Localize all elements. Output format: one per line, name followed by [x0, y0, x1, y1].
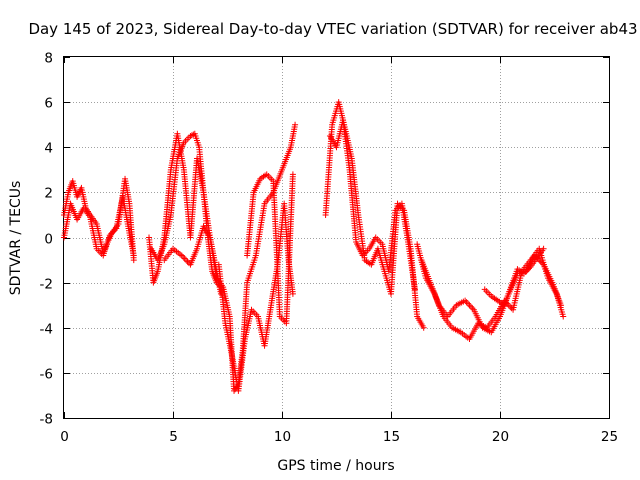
y-tick-label: 6: [44, 96, 53, 112]
data-point: [507, 303, 514, 310]
data-point: [292, 121, 299, 128]
data-point: [130, 252, 137, 259]
series-trace-f: [215, 200, 296, 394]
series-trace-l: [481, 245, 547, 309]
series-trace-b: [61, 193, 137, 259]
x-tick-label: 20: [492, 429, 509, 445]
data-point: [289, 290, 296, 297]
x-tick-label: 0: [60, 429, 69, 445]
x-axis-ticks: 0 5 10 15 20 25: [60, 57, 618, 445]
data-point: [411, 286, 418, 293]
x-tick-label: 10: [274, 429, 291, 445]
data-point: [540, 245, 547, 252]
y-tick-label: -6: [40, 367, 53, 383]
data-points: [61, 99, 567, 394]
y-tick-label: -8: [40, 412, 53, 428]
data-point: [183, 257, 190, 264]
y-axis-ticks: -8 -6 -4 -2 0 2 4 6 8: [40, 51, 609, 428]
data-point: [560, 313, 567, 320]
y-tick-label: 2: [44, 186, 53, 202]
data-point: [289, 171, 296, 178]
x-tick-label: 5: [169, 429, 178, 445]
data-point: [463, 299, 470, 306]
y-tick-label: 8: [44, 51, 53, 67]
series-trace-i: [326, 117, 418, 293]
grid-lines: [64, 57, 609, 418]
series-trace-j: [414, 241, 567, 343]
data-point: [184, 258, 191, 265]
data-point: [558, 302, 565, 309]
y-tick-label: -2: [40, 277, 53, 293]
data-point: [420, 324, 427, 331]
y-tick-label: -4: [40, 322, 53, 338]
data-point: [181, 255, 188, 262]
data-point: [180, 254, 187, 261]
data-point: [467, 303, 474, 310]
data-point: [466, 302, 473, 309]
series-trace-g: [244, 171, 296, 327]
x-axis-label: GPS time / hours: [277, 458, 394, 474]
x-tick-label: 15: [383, 429, 400, 445]
y-tick-label: 0: [44, 232, 53, 248]
chart-title: Day 145 of 2023, Sidereal Day-to-day VTE…: [28, 20, 637, 38]
y-tick-label: 4: [44, 141, 53, 157]
x-tick-label: 25: [601, 429, 618, 445]
y-axis-label: SDTVAR / TECUs: [8, 181, 24, 296]
